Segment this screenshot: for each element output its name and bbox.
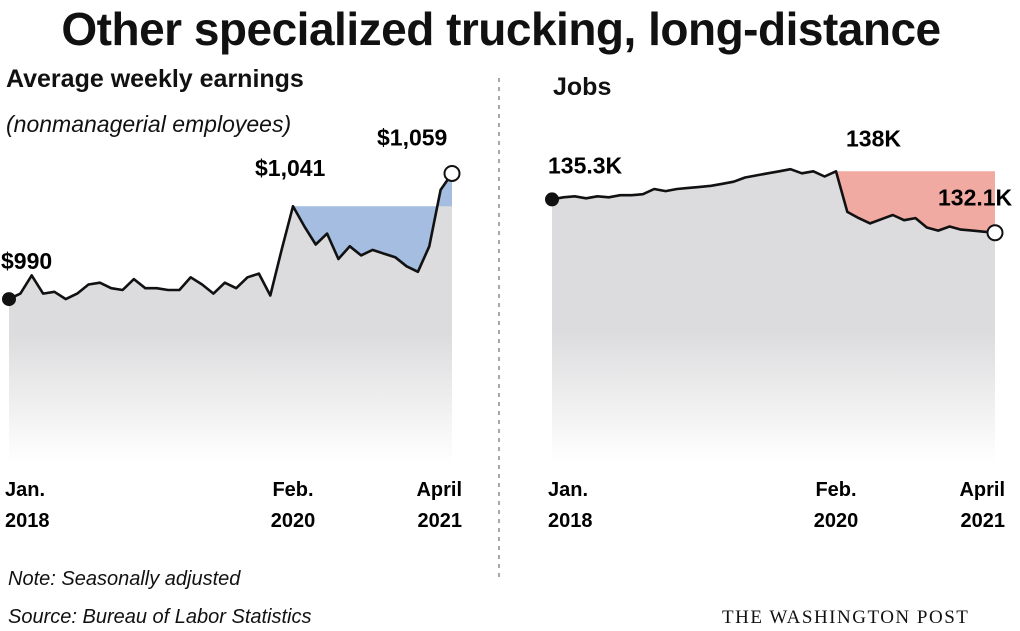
jobs-data-label-3: 132.1K <box>938 185 1013 211</box>
jobs-x-tick-1-line1: Jan. <box>548 479 588 501</box>
jobs-x-tick-1-line2: 2018 <box>548 510 593 532</box>
earnings-x-tick-3-line1: April <box>416 479 462 501</box>
jobs-change-region <box>836 171 995 233</box>
earnings-panel-subtitle: (nonmanagerial employees) <box>6 111 292 137</box>
earnings-data-label-3: $1,059 <box>377 125 447 151</box>
jobs-end-point <box>986 224 1004 242</box>
earnings-change-region <box>293 173 452 272</box>
jobs-x-tick-3-line2: 2021 <box>961 510 1006 532</box>
earnings-x-tick-1-line1: Jan. <box>5 479 45 501</box>
jobs-data-label-1: 135.3K <box>548 152 623 178</box>
earnings-end-point <box>443 164 461 182</box>
jobs-x-tick-2-line1: Feb. <box>815 479 856 501</box>
jobs-data-label-2: 138K <box>846 125 901 151</box>
earnings-x-tick-3-line2: 2021 <box>418 510 463 532</box>
brand-logo-text: THE WASHINGTON POST <box>722 607 970 628</box>
earnings-x-tick-2-line1: Feb. <box>272 479 313 501</box>
note-text: Note: Seasonally adjusted <box>8 568 241 590</box>
earnings-x-tick-1-line2: 2018 <box>5 510 50 532</box>
earnings-area <box>9 173 452 463</box>
jobs-x-tick-3-line1: April <box>959 479 1005 501</box>
jobs-panel-title: Jobs <box>553 73 612 101</box>
earnings-start-point <box>2 292 16 307</box>
source-text: Source: Bureau of Labor Statistics <box>8 606 312 628</box>
earnings-data-label-2: $1,041 <box>255 155 326 181</box>
earnings-series-line <box>8 172 454 301</box>
earnings-panel-title: Average weekly earnings <box>6 65 304 93</box>
earnings-chart: $990 $1,041 $1,059 Jan. 2018 Feb. 2020 April 202… <box>1 125 462 533</box>
page-title: Other specialized trucking, long-distanc… <box>61 3 941 55</box>
earnings-data-label-1: $990 <box>1 248 52 274</box>
jobs-area <box>552 169 995 463</box>
jobs-series-line <box>551 167 996 234</box>
jobs-start-point <box>545 192 559 207</box>
jobs-x-tick-2-line2: 2020 <box>814 510 859 532</box>
earnings-x-tick-2-line2: 2020 <box>271 510 316 532</box>
jobs-chart: 135.3K 138K 132.1K Jan. 2018 Feb. 2020 April 202… <box>545 125 1013 532</box>
